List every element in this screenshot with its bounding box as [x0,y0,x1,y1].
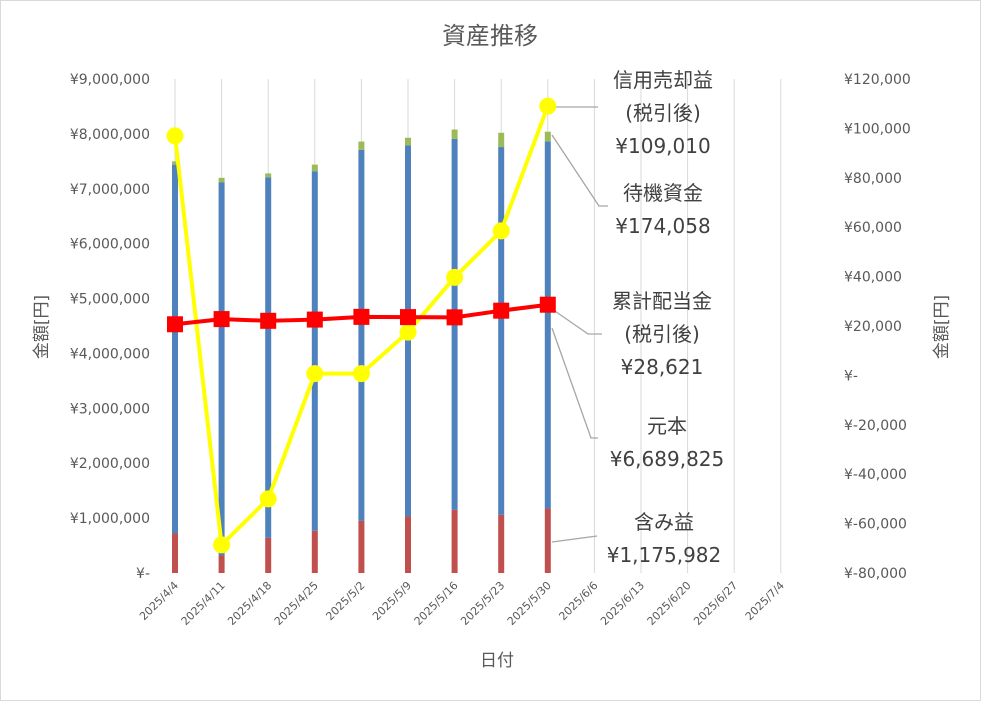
line-series [166,97,557,554]
y-axis-title-right: 金額[円] [932,295,952,359]
credit-profit-marker [213,536,231,554]
y-tick-label-right: ¥20,000 [844,319,902,335]
callout-standby-line: ¥174,058 [615,214,710,238]
callout-dividend-line: ¥28,621 [621,355,704,379]
callout-credit-line: ¥109,010 [615,134,710,158]
y-tick-label-right: ¥- [844,368,858,384]
bar-segment-standby [311,164,318,172]
bar-segment-unrealized [405,516,411,573]
credit-profit-marker [166,127,184,145]
y-tick-label-right: ¥40,000 [844,270,902,286]
y-tick-label-right: ¥80,000 [844,171,902,187]
bar-segment-unrealized [172,533,178,573]
bar-segment-standby [218,177,225,183]
y-tick-label-left: ¥5,000,000 [70,292,150,308]
leader-standby [551,134,608,207]
y-tick-label-right: ¥60,000 [844,220,902,236]
bar-segment-principal [172,164,178,534]
y-tick-label-left: ¥9,000,000 [70,72,150,88]
callout-leader-lines [551,106,608,543]
y-tick-label-left: ¥7,000,000 [70,182,150,198]
credit-profit-marker [306,365,324,383]
dividend-marker [306,311,323,328]
callout-dividend-line: (税引後) [624,322,700,346]
bar-segment-principal [544,141,551,509]
y-tick-label-left: ¥4,000,000 [70,346,150,362]
callout-dividend-line: 累計配当金 [612,289,712,313]
y-tick-label-right: ¥100,000 [844,121,911,137]
bar-segment-principal [498,147,505,515]
y-tick-label-right: ¥-20,000 [844,418,907,434]
leader-dividend [551,308,602,335]
y-tick-label-left: ¥- [136,566,150,582]
callout-unrealized-line: ¥1,175,982 [607,543,722,567]
y-tick-label-right: ¥120,000 [844,72,911,88]
callout-credit-line: (税引後) [625,101,701,125]
y-tick-label-left: ¥3,000,000 [70,401,150,417]
credit-profit-marker [352,365,370,383]
bar-segment-standby [451,129,458,139]
dividend-marker [353,308,370,325]
bar-segment-unrealized [498,514,505,573]
y-axis-title-left: 金額[円] [32,295,52,359]
left-axis-tick-labels: ¥- ¥1,000,000 ¥2,000,000 ¥3,000,000 ¥4,000,0… [70,72,150,582]
bar-segment-principal [358,149,365,521]
dividend-marker [260,312,277,329]
credit-profit-marker [399,323,417,341]
credit-profit-marker [446,268,464,286]
y-tick-label-right: ¥-40,000 [844,467,907,483]
callout-credit-line: 信用売却益 [613,68,713,92]
bar-segment-unrealized [358,520,365,573]
y-tick-label-left: ¥1,000,000 [70,511,150,527]
callout-principal-line: ¥6,689,825 [610,447,725,471]
dividend-marker [400,309,416,326]
leader-principal [551,327,598,439]
callout-labels: 信用売却益 (税引後) ¥109,010 待機資金 ¥174,058 累計配当金 (税引後)… [607,68,725,567]
credit-profit-marker [492,222,510,240]
right-axis-tick-labels: ¥-80,000 ¥-60,000 ¥-40,000 ¥-20,000 ¥- ¥20,00… [844,72,911,582]
credit-profit-marker [259,490,277,508]
bar-segment-principal [311,171,318,531]
y-tick-label-left: ¥8,000,000 [70,127,150,143]
bar-segment-standby [544,131,551,142]
bar-segment-principal [265,177,272,538]
y-tick-label-left: ¥2,000,000 [70,456,150,472]
bar-segment-standby [172,161,178,165]
bar-segment-standby [358,141,365,150]
leader-unrealized [551,535,598,543]
dividend-marker [493,302,510,319]
dividend-marker [539,296,556,313]
bar-segment-unrealized [265,537,272,573]
credit-profit-marker [539,97,557,115]
y-tick-label-right: ¥-80,000 [844,566,907,582]
bar-segment-unrealized [544,508,551,573]
bar-segment-standby [498,132,505,148]
dividend-marker [213,311,230,328]
bar-segment-standby [265,173,272,178]
y-tick-label-left: ¥6,000,000 [70,237,150,253]
x-axis-title: 日付 [480,651,514,671]
bar-segment-unrealized [218,555,225,573]
callout-principal-line: 元本 [647,414,687,438]
bar-segment-standby [405,137,411,146]
y-tick-label-right: ¥-60,000 [844,517,907,533]
dividend-marker [167,316,183,333]
chart-title: 資産推移 [442,22,538,50]
dividend-marker [446,309,463,326]
callout-standby-line: 待機資金 [623,181,703,205]
bar-segment-unrealized [311,530,318,573]
bar-segment-principal [218,182,225,556]
callout-unrealized-line: 含み益 [634,510,694,534]
bar-segment-unrealized [451,509,458,573]
